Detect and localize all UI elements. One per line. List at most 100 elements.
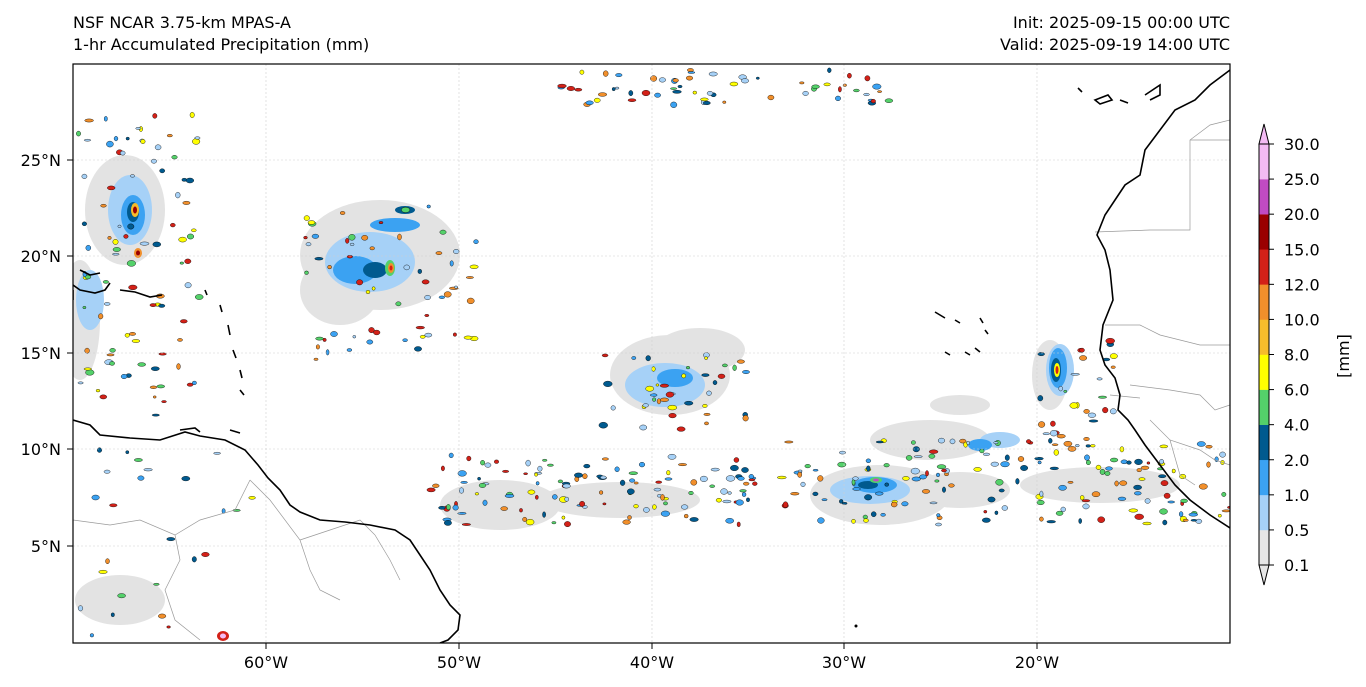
- init-time: Init: 2025-09-15 00:00 UTC: [1012, 13, 1230, 32]
- convective-cell: [1219, 451, 1226, 458]
- country-borders: [73, 119, 1230, 641]
- convective-cell: [98, 570, 108, 574]
- convective-cell: [192, 138, 201, 145]
- convective-cell: [817, 517, 825, 524]
- convective-cell: [622, 519, 631, 525]
- convective-cell: [1134, 513, 1144, 520]
- convective-cell: [949, 438, 956, 445]
- convective-cell: [315, 336, 324, 341]
- colorbar: 0.1 0.5 1.0 2.0 4.0 6.0 8.0 10.0 12.0 15.0 20.0 25.…: [1258, 123, 1320, 586]
- x-tick-label: 50°W: [437, 653, 481, 672]
- y-tick-label: 25°N: [21, 151, 61, 170]
- convective-cell: [700, 97, 709, 102]
- convective-cell: [670, 87, 677, 90]
- convective-cell: [81, 221, 87, 227]
- convective-cell: [156, 384, 165, 389]
- convective-cell: [1114, 480, 1119, 487]
- convective-cell: [480, 460, 485, 466]
- convective-cell: [667, 453, 677, 460]
- convective-cell: [109, 503, 118, 508]
- convective-cell: [1221, 509, 1230, 513]
- convective-cell: [140, 139, 146, 144]
- convective-cell: [936, 513, 941, 518]
- convective-cell: [176, 363, 181, 370]
- convective-cell: [659, 397, 669, 402]
- convective-cell: [655, 383, 660, 387]
- convective-cell: [1180, 498, 1188, 503]
- convective-cell: [552, 494, 558, 500]
- convective-cell: [1075, 444, 1080, 448]
- convective-cell: [349, 242, 355, 246]
- convective-cell: [1050, 420, 1056, 427]
- convective-cell: [812, 469, 819, 472]
- convective-cell: [663, 501, 668, 506]
- convective-cell: [601, 353, 609, 358]
- colorbar-level-label: 6.0: [1284, 381, 1309, 400]
- convective-cell: [913, 455, 923, 458]
- x-tick-label: 30°W: [822, 653, 866, 672]
- convective-cell: [1110, 408, 1117, 415]
- convective-cell: [1084, 454, 1090, 461]
- convective-cell: [1196, 441, 1206, 447]
- convective-cell: [103, 302, 111, 306]
- convective-cell: [469, 264, 479, 269]
- convective-cell: [741, 492, 747, 497]
- convective-cell: [484, 462, 492, 468]
- convective-cell: [655, 480, 663, 484]
- convective-cell: [1090, 444, 1096, 448]
- convective-cell: [345, 237, 350, 244]
- convective-cell: [435, 251, 443, 255]
- convective-cell: [352, 335, 356, 339]
- convective-cell: [432, 483, 440, 488]
- convective-cell: [585, 100, 594, 106]
- convective-cell: [474, 492, 479, 496]
- colorbar-level-label: 0.5: [1284, 521, 1309, 540]
- convective-cell: [870, 98, 876, 104]
- convective-cell: [784, 440, 794, 444]
- convective-cell: [1046, 520, 1056, 524]
- convective-cell: [1188, 512, 1198, 517]
- convective-cell: [482, 499, 488, 506]
- convective-cell: [315, 344, 320, 350]
- convective-cell: [660, 510, 670, 517]
- convective-cell: [368, 327, 375, 333]
- colorbar-swatch: [1259, 354, 1269, 390]
- convective-cell: [107, 236, 112, 240]
- convective-cell: [1034, 457, 1044, 461]
- convective-cell: [112, 252, 120, 256]
- map-area: [73, 64, 1230, 643]
- colorbar-swatch: [1259, 389, 1269, 425]
- convective-cell: [627, 515, 632, 520]
- convective-cell: [117, 224, 122, 228]
- convective-cell: [668, 413, 677, 419]
- x-tick-label: 40°W: [630, 653, 674, 672]
- convective-cell: [686, 75, 694, 81]
- convective-cell: [1163, 492, 1171, 499]
- convective-cell: [676, 426, 686, 432]
- convective-cell: [153, 583, 160, 586]
- convective-cell: [83, 138, 91, 142]
- convective-cell: [629, 478, 636, 483]
- convective-cell: [628, 90, 634, 97]
- convective-cell: [534, 472, 538, 477]
- convective-cell: [525, 518, 535, 526]
- convective-cell: [864, 494, 872, 501]
- convective-cell: [109, 348, 116, 353]
- convective-cell: [1079, 355, 1088, 361]
- convective-cell: [120, 374, 128, 380]
- convective-cell: [1119, 480, 1128, 486]
- precip-blue-cells: [121, 195, 1067, 493]
- convective-cell: [1078, 518, 1082, 524]
- convective-cell: [438, 505, 446, 510]
- convective-cell: [417, 268, 422, 274]
- convective-cell: [1160, 480, 1169, 486]
- convective-cell: [130, 174, 135, 178]
- convective-cell: [191, 228, 197, 233]
- colorbar-extend-min: [1258, 564, 1270, 586]
- convective-cell: [633, 481, 639, 485]
- convective-cell: [1082, 503, 1090, 510]
- convective-cell: [1159, 444, 1169, 449]
- convective-cell: [179, 261, 184, 265]
- convective-cell: [631, 356, 637, 360]
- convective-cell: [1167, 500, 1175, 504]
